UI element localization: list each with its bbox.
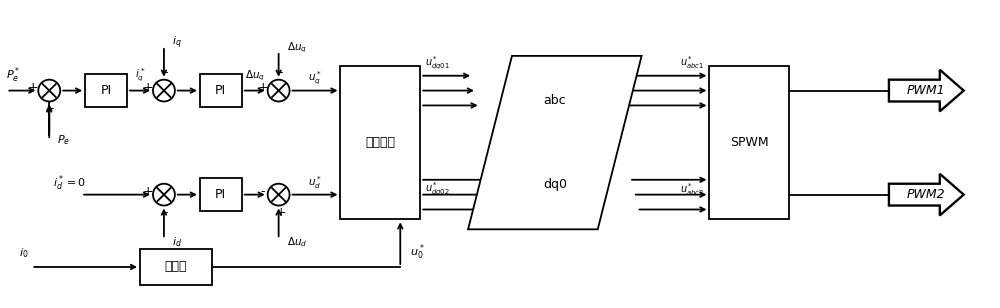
Text: +: + <box>275 206 286 219</box>
Text: -: - <box>278 66 283 79</box>
Text: -: - <box>260 185 265 198</box>
Text: $i_q$: $i_q$ <box>172 35 182 51</box>
Text: PI: PI <box>101 84 112 97</box>
Bar <box>200 74 242 107</box>
Circle shape <box>153 184 175 205</box>
Bar <box>709 66 789 219</box>
Bar <box>140 249 212 285</box>
Circle shape <box>268 184 290 205</box>
Text: $\Delta u_q$: $\Delta u_q$ <box>245 68 265 83</box>
Text: $u_{abc2}^*$: $u_{abc2}^*$ <box>680 181 704 198</box>
Text: SPWM: SPWM <box>730 136 769 149</box>
Text: 电压分配: 电压分配 <box>365 136 395 149</box>
Polygon shape <box>889 70 964 111</box>
Text: +: + <box>143 185 153 198</box>
Text: $i_d$: $i_d$ <box>172 235 182 249</box>
Circle shape <box>38 80 60 101</box>
Text: -: - <box>164 206 168 219</box>
Text: +: + <box>257 81 268 94</box>
Text: $P_e$: $P_e$ <box>57 133 70 147</box>
Text: PI: PI <box>215 188 226 201</box>
Circle shape <box>153 80 175 101</box>
Text: $\Delta u_d$: $\Delta u_d$ <box>287 235 307 249</box>
Text: $i_q^*$: $i_q^*$ <box>135 67 145 84</box>
Text: $u_q^*$: $u_q^*$ <box>308 70 322 87</box>
Text: PI: PI <box>215 84 226 97</box>
Bar <box>85 74 127 107</box>
Text: -: - <box>164 66 168 79</box>
Circle shape <box>268 80 290 101</box>
Text: PWM2: PWM2 <box>907 188 946 201</box>
Text: $i_0$: $i_0$ <box>19 246 28 260</box>
Text: $P_e^*$: $P_e^*$ <box>6 65 21 84</box>
Bar <box>340 66 420 219</box>
Bar <box>200 178 242 212</box>
Text: -: - <box>49 102 54 115</box>
Text: 补偿器: 补偿器 <box>165 261 187 274</box>
Text: +: + <box>143 81 153 94</box>
Text: $u_{dq01}^*$: $u_{dq01}^*$ <box>425 54 450 71</box>
Text: PWM1: PWM1 <box>907 84 946 97</box>
Text: $u_d^*$: $u_d^*$ <box>308 174 322 191</box>
Text: $i_d^*=0$: $i_d^*=0$ <box>53 173 86 192</box>
Text: $\Delta u_q$: $\Delta u_q$ <box>287 41 307 55</box>
Text: dq0: dq0 <box>543 178 567 191</box>
Text: +: + <box>28 81 39 94</box>
Polygon shape <box>468 56 642 229</box>
Text: $u_0^*$: $u_0^*$ <box>410 242 425 262</box>
Text: abc: abc <box>544 94 566 107</box>
Text: $u_{dq02}^*$: $u_{dq02}^*$ <box>425 181 450 198</box>
Text: $u_{abc1}^*$: $u_{abc1}^*$ <box>680 55 704 71</box>
Polygon shape <box>889 174 964 215</box>
